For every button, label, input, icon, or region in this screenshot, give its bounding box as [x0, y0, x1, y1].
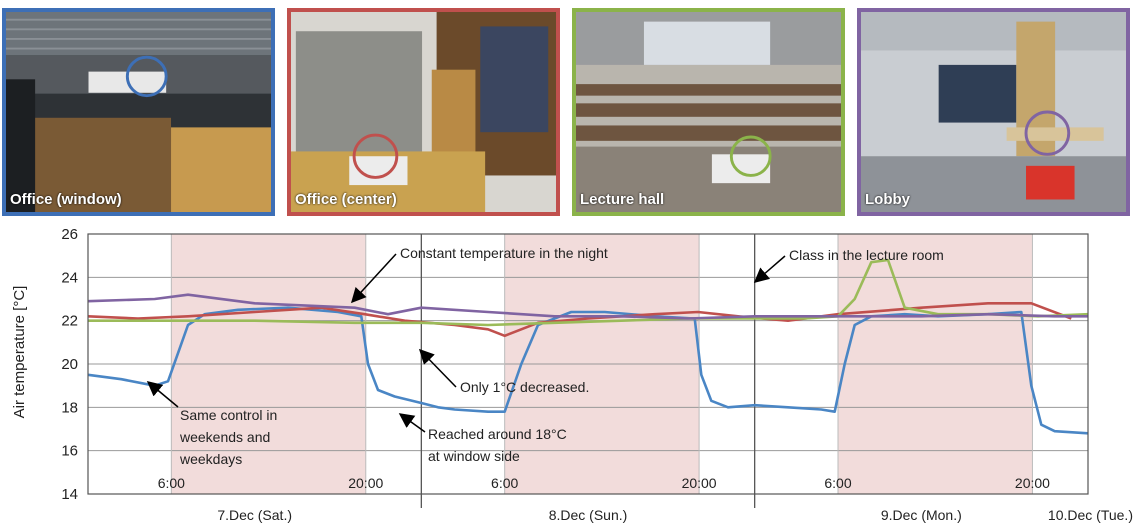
- series-line: [87, 306, 1089, 435]
- x-tick-labels: 6:00 20:00 6:00 20:00 6:00 20:00 7.Dec (Sat.) 8…: [158, 475, 1133, 523]
- day-label: 9.Dec (Mon.): [881, 507, 962, 523]
- photo-office-center: Office (center): [287, 8, 560, 216]
- day-label: 10.Dec (Tue.): [1048, 507, 1133, 523]
- annotation-arrow: [398, 413, 426, 433]
- annotation-window-1: Reached around 18°C: [428, 426, 567, 442]
- y-tick-label: 14: [61, 486, 78, 503]
- temperature-chart: 14 16 18 20 22 24 26 6:00 20:00 6:00 20:00 6:00 20:…: [11, 226, 1133, 523]
- series-line: [88, 258, 1089, 327]
- y-tick-labels: 14 16 18 20 22 24 26: [61, 226, 78, 503]
- axes: [87, 233, 1089, 495]
- y-axis-label: Air temperature [°C]: [11, 286, 28, 419]
- time-tick-label: 20:00: [682, 475, 717, 491]
- day-label: 8.Dec (Sun.): [549, 507, 628, 523]
- annotation-window-2: at window side: [428, 448, 520, 464]
- sensor-marker: [729, 135, 772, 177]
- photo-office-window: Office (window): [2, 8, 275, 216]
- y-tick-label: 20: [61, 356, 78, 373]
- annotation-control-1: Same control in: [180, 407, 277, 423]
- annotation-class: Class in the lecture room: [789, 247, 944, 263]
- time-tick-label: 6:00: [158, 475, 185, 491]
- annotation-arrow: [418, 348, 457, 388]
- time-tick-label: 6:00: [491, 475, 518, 491]
- time-tick-label: 6:00: [824, 475, 851, 491]
- photo-label: Lobby: [865, 191, 910, 208]
- y-tick-label: 22: [61, 313, 78, 330]
- annotation-control-2: weekends and: [179, 429, 270, 445]
- time-tick-label: 20:00: [348, 475, 383, 491]
- annotation-arrow: [753, 255, 786, 283]
- photo-label: Office (center): [295, 191, 397, 208]
- y-tick-label: 18: [61, 399, 78, 416]
- annotations: Constant temperature in the night Class …: [146, 245, 944, 467]
- plot-frame: [87, 233, 1089, 495]
- photo-lecture-hall: Lecture hall: [572, 8, 845, 216]
- annotation-control-3: weekdays: [179, 451, 242, 467]
- y-tick-label: 26: [61, 226, 78, 243]
- day-label: 7.Dec (Sat.): [217, 507, 292, 523]
- sensor-marker: [352, 133, 399, 179]
- series-line: [87, 293, 1088, 320]
- series-lines: [87, 258, 1089, 435]
- annotation-night: Constant temperature in the night: [400, 245, 608, 261]
- annotation-arrow: [350, 253, 397, 304]
- annotation-arrow: [146, 381, 179, 408]
- photo-lobby: Lobby: [857, 8, 1130, 216]
- annotation-decrease: Only 1°C decreased.: [460, 379, 589, 395]
- photo-label: Lecture hall: [580, 191, 665, 208]
- y-tick-label: 24: [61, 269, 78, 286]
- sensor-marker: [125, 55, 168, 98]
- time-tick-label: 20:00: [1015, 475, 1050, 491]
- photo-label: Office (window): [10, 191, 122, 208]
- y-tick-label: 16: [61, 443, 78, 460]
- sensor-marker: [1024, 110, 1071, 156]
